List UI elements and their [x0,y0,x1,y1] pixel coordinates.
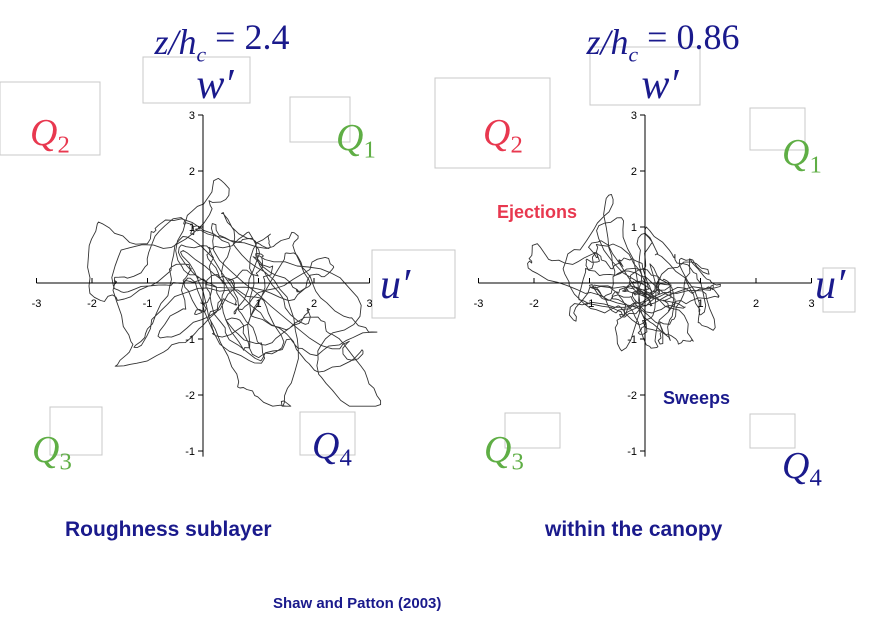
annotation: Ejections [497,202,577,222]
panel-title: z/hc = 0.86 [586,17,740,67]
quadrant-letter: Q [782,445,809,487]
quadrant-letter: Q [484,429,511,471]
y-tick-label: -1 [185,334,195,346]
quadrant-label: Q2 [483,112,523,158]
title-main: z/h [154,22,197,62]
quadrant-letter: Q [30,112,57,154]
panel-title: z/hc = 2.4 [154,17,290,67]
y-tick-label: 1 [189,222,195,234]
caption: within the canopy [544,518,723,541]
trajectory [527,193,721,352]
quadrant-letter: Q [483,112,510,154]
y-tick-label: -2 [185,390,195,402]
x-tick-label: 1 [697,298,703,310]
x-tick-label: -3 [474,298,484,310]
quadrant-sub: 1 [809,151,821,178]
title-sub: c [197,43,207,67]
x-tick-label: 2 [753,298,759,310]
quadrant-letter: Q [336,117,363,159]
annotation: Sweeps [663,388,730,408]
citation: Shaw and Patton (2003) [273,595,441,612]
quadrant-label: Q1 [782,132,822,178]
x-tick-label: 1 [255,298,261,310]
x-axis-label: u′ [380,262,411,308]
title-rest: = 0.86 [638,17,739,57]
y-tick-label: 2 [631,166,637,178]
y-tick-label: -2 [627,390,637,402]
title-rest: = 2.4 [206,17,289,57]
y-axis-label: w′ [196,62,234,108]
quadrant-label: Q1 [336,117,376,163]
y-tick-label: 3 [631,110,637,122]
quadrant-label: Q3 [484,429,524,475]
y-tick-label: 1 [631,222,637,234]
trajectory [87,177,382,407]
y-tick-label: -1 [627,446,637,458]
y-tick-label: -1 [185,446,195,458]
x-axis-label: u′ [815,262,846,308]
quadrant-sub: 4 [809,464,821,491]
x-tick-label: -2 [529,298,539,310]
y-axis-label: w′ [641,62,679,108]
x-tick-label: -2 [87,298,97,310]
quadrant-sub: 1 [363,136,375,163]
quadrant-label: Q2 [30,112,70,158]
x-tick-label: -1 [143,298,153,310]
quadrant-sub: 3 [511,448,523,475]
x-tick-label: 3 [808,298,814,310]
quadrant-sub: 3 [59,448,71,475]
quadrant-label: Q4 [782,445,822,491]
quadrant-label: Q3 [32,429,72,475]
x-tick-label: 3 [366,298,372,310]
y-tick-label: 3 [189,110,195,122]
quadrant-letter: Q [782,132,809,174]
y-tick-label: -1 [627,334,637,346]
x-tick-label: 2 [311,298,317,310]
placeholder-boxes [0,46,856,456]
quadrant-sub: 2 [57,131,69,158]
quadrant-label: Q4 [312,425,352,471]
y-tick-label: 2 [189,166,195,178]
x-tick-label: -1 [585,298,595,310]
title-sub: c [629,43,639,67]
quadrant-sub: 2 [510,131,522,158]
x-tick-label: -3 [32,298,42,310]
quadrant-letter: Q [312,425,339,467]
quadrant-sub: 4 [339,444,351,471]
title-main: z/h [586,22,629,62]
caption: Roughness sublayer [65,518,272,541]
quadrant-letter: Q [32,429,59,471]
